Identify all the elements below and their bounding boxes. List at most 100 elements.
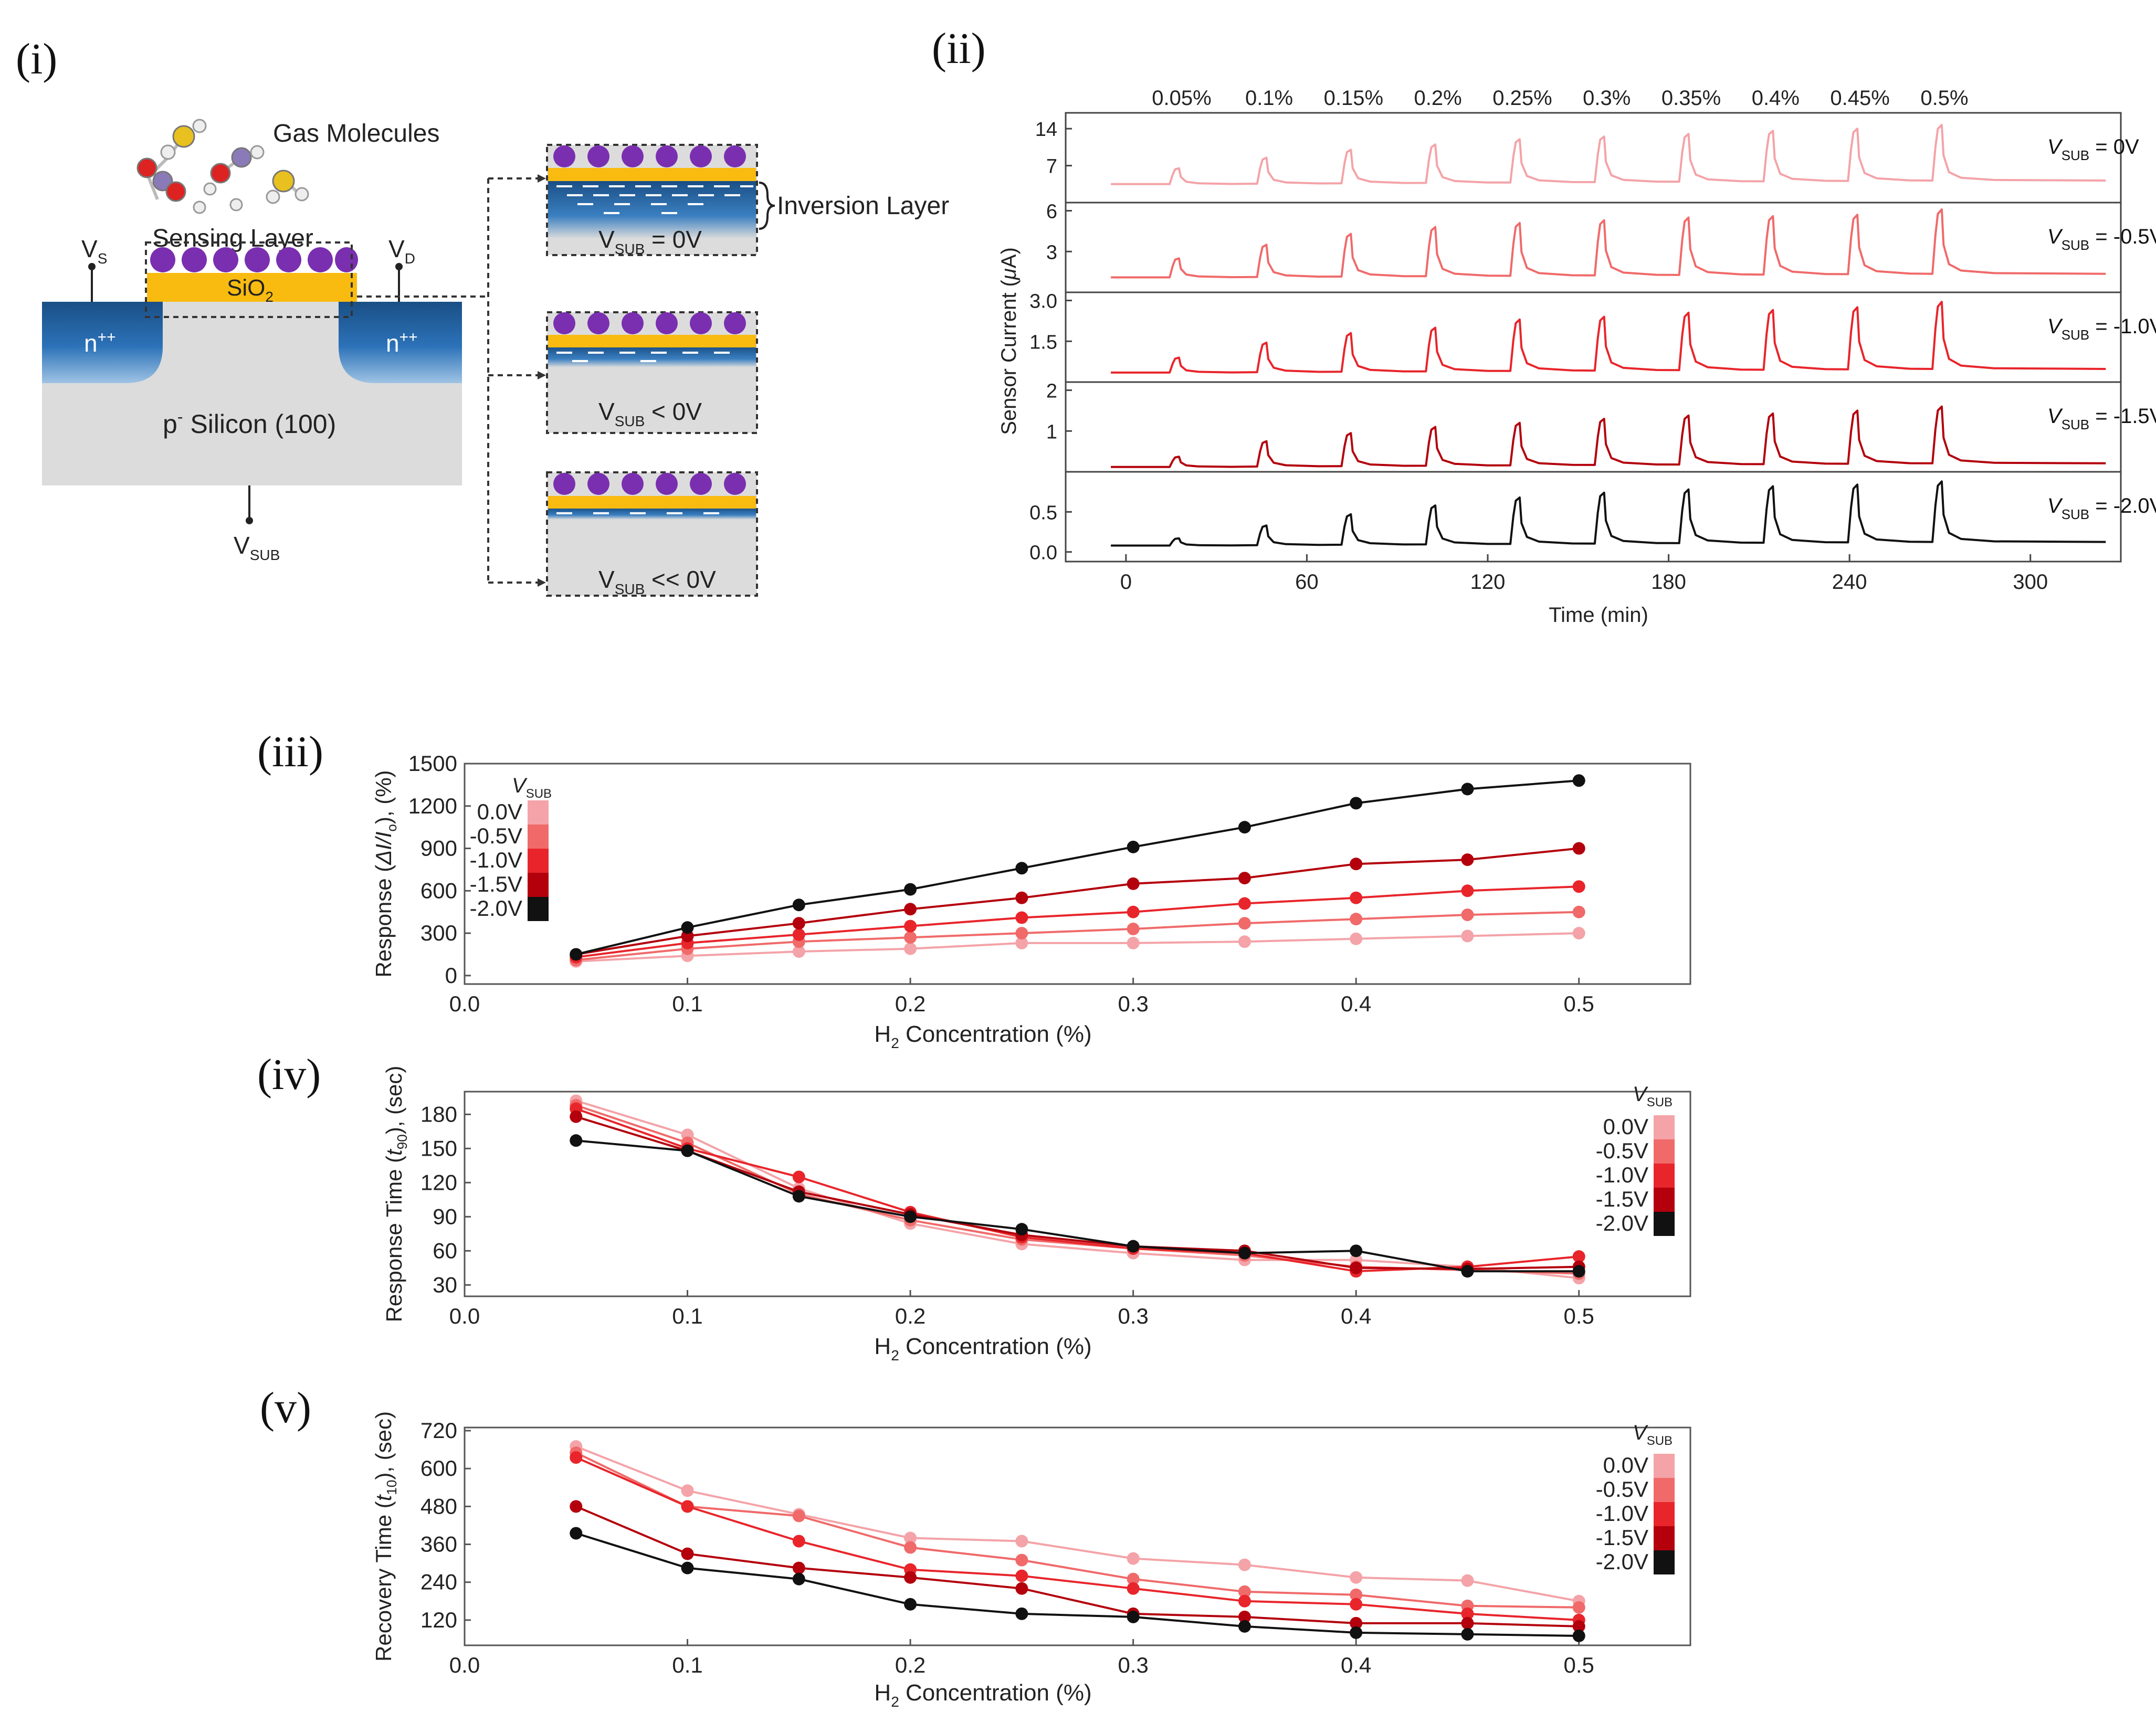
concentration-label: 0.35% xyxy=(1661,87,1721,110)
x-tick-label: 0.2 xyxy=(895,1653,925,1677)
data-point xyxy=(1572,1265,1585,1278)
vsub-label: VSUB = -1.5V xyxy=(2047,405,2156,432)
panel-ii-transient-chart: (ii) 0.05% 0.1% 0.15% 0.2% 0.25% 0.3% 0.35% 0.4… xyxy=(932,24,2156,627)
subplot-frame xyxy=(1065,471,2122,563)
data-point xyxy=(1015,911,1028,924)
subplot-frame xyxy=(1065,381,2122,473)
legend-label: 0.0V xyxy=(1603,1114,1648,1139)
data-point xyxy=(681,1561,694,1574)
data-point xyxy=(1350,797,1363,810)
series-line--2.0V xyxy=(575,779,1579,956)
data-point xyxy=(570,1110,583,1123)
panel-v-label: (v) xyxy=(260,1383,311,1432)
legend-label: -1.0V xyxy=(470,848,522,872)
data-point xyxy=(1127,1572,1140,1585)
data-point xyxy=(681,1144,694,1157)
vd-terminal-label: VD xyxy=(388,235,415,267)
data-point xyxy=(1572,1601,1585,1614)
legend-swatch xyxy=(528,897,549,921)
data-point xyxy=(1127,923,1140,935)
legend-label: -0.5V xyxy=(1596,1138,1648,1163)
y-tick-label: 1.5 xyxy=(1029,331,1057,353)
data-point xyxy=(1350,1616,1363,1630)
legend-label: -1.0V xyxy=(1596,1162,1648,1187)
legend-label: -1.5V xyxy=(1596,1187,1648,1211)
data-point xyxy=(1127,877,1140,890)
transient-plot-area: 0.05% 0.1% 0.15% 0.2% 0.25% 0.3% 0.35% 0.4% 0.45… xyxy=(1029,87,2156,594)
data-point xyxy=(1350,913,1363,926)
y-tick-label: 14 xyxy=(1035,119,1057,141)
zoom-region-box xyxy=(145,241,353,318)
x-axis-label: H2 Concentration (%) xyxy=(874,1680,1091,1710)
data-point xyxy=(570,1134,583,1147)
y-tick-label: 3.0 xyxy=(1029,291,1057,313)
legend-label: -0.5V xyxy=(1596,1477,1648,1502)
x-tick-label: 0.1 xyxy=(672,991,702,1016)
data-point xyxy=(1238,897,1251,910)
data-point xyxy=(570,1500,583,1513)
panel-iv-label: (iv) xyxy=(257,1050,321,1099)
y-tick-label: 720 xyxy=(420,1418,457,1443)
legend-swatch xyxy=(1654,1115,1675,1139)
legend-swatch xyxy=(528,824,549,849)
legend: VSUB 0.0V-0.5V-1.0V-1.5V-2.0V xyxy=(1596,1421,1675,1574)
x-tick-label: 0.1 xyxy=(672,1304,702,1328)
data-point xyxy=(1238,935,1251,948)
data-point xyxy=(1238,1585,1251,1598)
data-point xyxy=(1572,927,1585,940)
data-point xyxy=(792,928,805,941)
data-point xyxy=(1350,1626,1363,1639)
legend-swatch xyxy=(1654,1188,1675,1212)
y-tick-label: 360 xyxy=(420,1532,457,1557)
y-tick-label: 2 xyxy=(1046,380,1057,403)
data-point xyxy=(904,1531,917,1545)
y-tick-label: 0.0 xyxy=(1029,542,1057,564)
data-point xyxy=(792,917,805,930)
data-point xyxy=(904,1598,917,1611)
data-point xyxy=(1127,1610,1140,1623)
data-point xyxy=(1127,1240,1140,1253)
data-point xyxy=(1572,1620,1585,1633)
legend-label: -1.5V xyxy=(1596,1525,1648,1550)
plot-frame xyxy=(464,1091,1691,1297)
x-tick-label: 0.0 xyxy=(449,1653,480,1677)
y-tick-label: 60 xyxy=(433,1238,457,1263)
series-line--1.0V xyxy=(576,885,1579,958)
data-point xyxy=(1015,1553,1028,1567)
x-tick-label: 0.5 xyxy=(1564,1304,1594,1328)
series-line--1.0V xyxy=(575,1456,1579,1621)
y-tick-label: 120 xyxy=(420,1608,457,1632)
case-ll-0v-label: VSUB << 0V xyxy=(598,566,716,597)
x-axis-label: H2 Concentration (%) xyxy=(874,1021,1091,1051)
y-tick-label: 180 xyxy=(420,1102,457,1126)
data-point xyxy=(1461,1607,1474,1620)
series-line--1.5V xyxy=(575,847,1579,956)
y-tick-label: 480 xyxy=(420,1494,457,1518)
current-trace xyxy=(1111,208,2106,279)
legend-swatch xyxy=(528,800,549,824)
data-point xyxy=(1461,853,1474,866)
data-point xyxy=(1015,1607,1028,1620)
legend: VSUB 0.0V-0.5V-1.0V-1.5V-2.0V xyxy=(1596,1083,1675,1236)
data-point xyxy=(1572,880,1585,893)
y-tick-label: 600 xyxy=(420,1456,457,1481)
inversion-layer-label: Inversion Layer xyxy=(777,192,949,220)
concentration-label: 0.4% xyxy=(1752,87,1800,110)
data-point xyxy=(904,919,917,933)
data-point xyxy=(1238,821,1251,834)
data-point xyxy=(1350,1588,1363,1601)
current-trace xyxy=(1111,124,2106,185)
data-point xyxy=(792,1572,805,1585)
x-tick-label: 0.0 xyxy=(449,991,480,1016)
data-point xyxy=(904,1541,917,1554)
data-point xyxy=(1461,1574,1474,1587)
legend-label: -2.0V xyxy=(470,896,522,921)
y-tick-label: 900 xyxy=(420,836,457,861)
source-nwell xyxy=(42,302,163,383)
concentration-label: 0.25% xyxy=(1492,87,1552,110)
x-tick-label: 0.3 xyxy=(1118,1304,1148,1328)
x-tick-label: 0.4 xyxy=(1341,1304,1371,1328)
data-point xyxy=(1238,1246,1251,1260)
y-tick-label: 6 xyxy=(1046,201,1057,223)
